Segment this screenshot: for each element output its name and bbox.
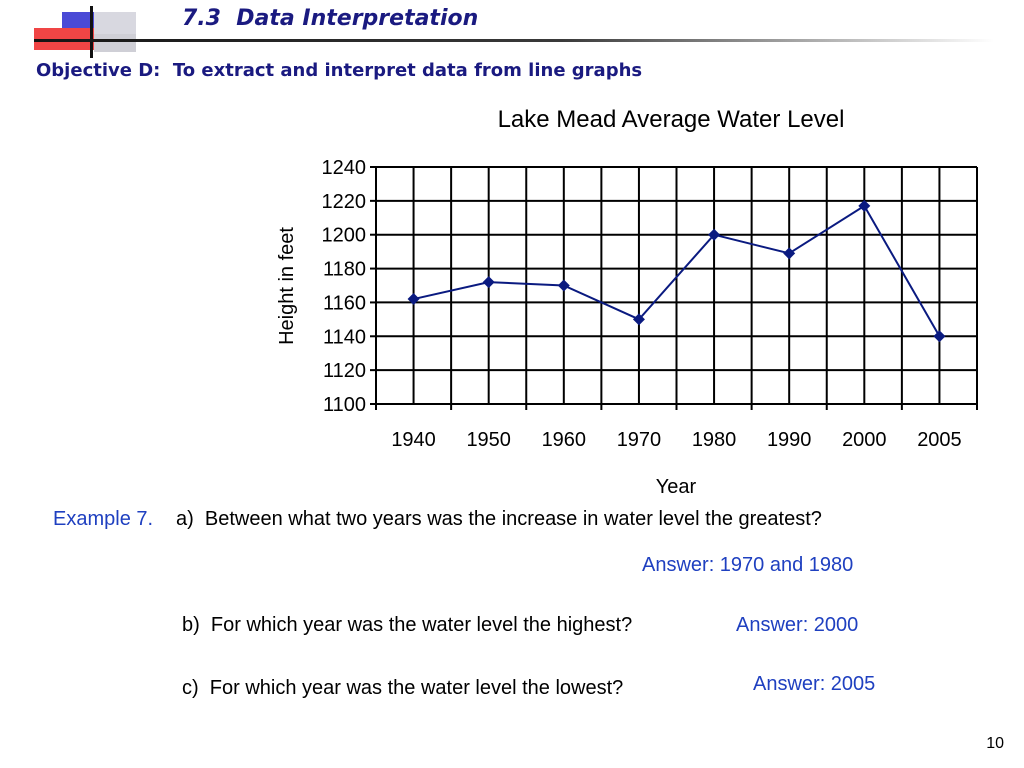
answer-b: Answer: 2000 xyxy=(736,614,859,636)
x-tick-label: 1950 xyxy=(466,429,511,451)
objective-heading: Objective D: To extract and interpret da… xyxy=(36,60,643,81)
y-tick-label: 1200 xyxy=(322,225,367,247)
data-point-marker xyxy=(407,293,420,306)
corner-logo xyxy=(0,0,140,60)
data-point-marker xyxy=(783,247,796,260)
data-point-marker xyxy=(708,228,721,241)
chart-series xyxy=(407,199,946,343)
x-axis-label: Year xyxy=(656,476,697,498)
x-tick-label: 1970 xyxy=(617,429,662,451)
y-axis-ticks: 1100 1120 1140 1160 1180 1200 1220 1240 xyxy=(322,157,376,416)
y-tick-label: 1100 xyxy=(323,394,366,416)
x-tick-label: 1940 xyxy=(391,429,436,451)
data-point-marker xyxy=(858,199,871,212)
x-tick-label: 2000 xyxy=(842,429,887,451)
y-tick-label: 1140 xyxy=(323,326,366,348)
y-tick-label: 1160 xyxy=(323,292,366,314)
question-b: b) For which year was the water level th… xyxy=(182,614,633,636)
data-point-marker xyxy=(557,279,570,292)
x-tick-label: 2005 xyxy=(917,429,962,451)
y-tick-label: 1120 xyxy=(323,360,366,382)
example-label: Example 7. xyxy=(53,508,154,530)
x-tick-label: 1980 xyxy=(692,429,737,451)
answer-c: Answer: 2005 xyxy=(753,673,876,695)
y-tick-label: 1180 xyxy=(323,259,366,281)
series-line xyxy=(413,204,941,337)
y-tick-label: 1240 xyxy=(322,157,367,179)
question-a: a) Between what two years was the increa… xyxy=(176,508,822,530)
x-axis-ticks: 1940 1950 1960 1970 1980 1990 2000 2005 xyxy=(375,404,978,451)
x-tick-label: 1960 xyxy=(542,429,587,451)
chart-grid xyxy=(375,166,978,405)
y-tick-label: 1220 xyxy=(322,191,367,213)
data-point-marker xyxy=(482,276,495,289)
question-c: c) For which year was the water level th… xyxy=(182,677,624,699)
title-divider xyxy=(34,39,994,42)
chart-title: Lake Mead Average Water Level xyxy=(498,106,845,133)
page-number: 10 xyxy=(986,735,1004,752)
data-point-marker xyxy=(933,330,946,343)
y-axis-label: Height in feet xyxy=(276,227,298,345)
slide-title: 7.3 Data Interpretation xyxy=(182,6,479,31)
data-point-marker xyxy=(632,313,645,326)
x-tick-label: 1990 xyxy=(767,429,812,451)
answer-a: Answer: 1970 and 1980 xyxy=(642,554,854,576)
